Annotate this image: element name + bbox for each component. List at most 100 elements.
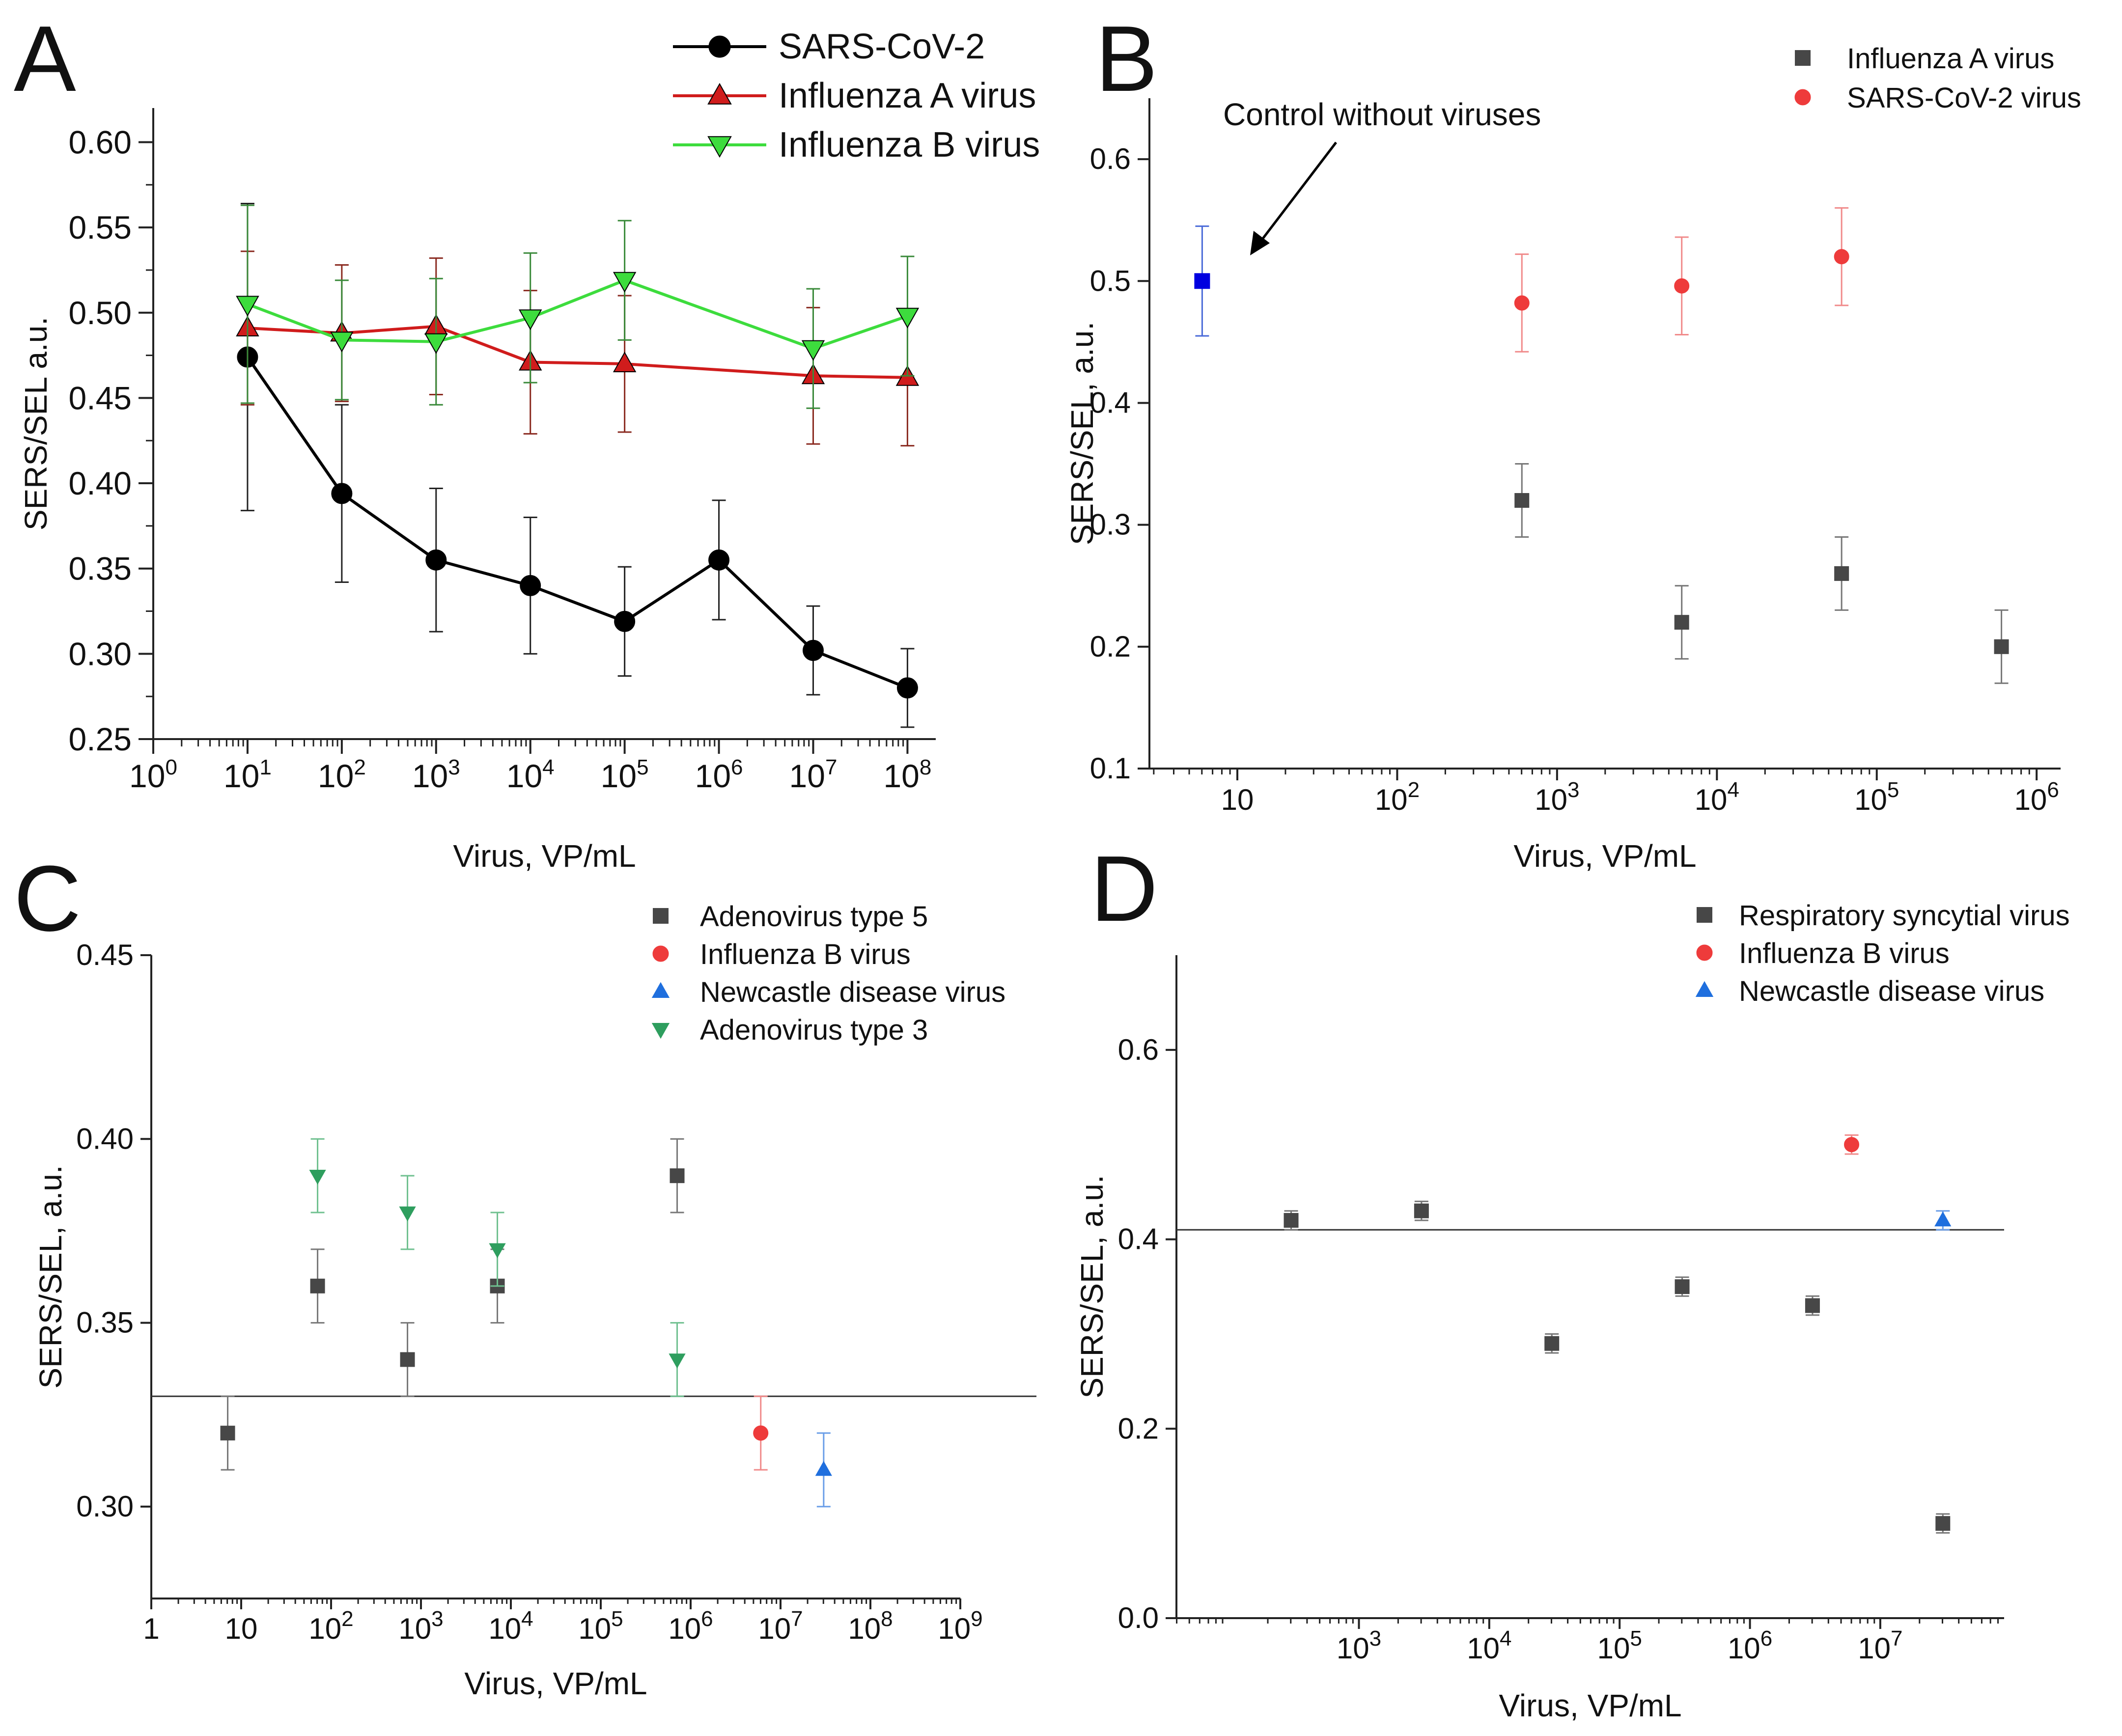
legend-item-newcastle-disease-virus-label: Newcastle disease virus (700, 976, 1005, 1008)
y-tick-label: 0.2 (1118, 1412, 1159, 1445)
legend-item-newcastle-disease-virus-label: Newcastle disease virus (1739, 975, 2044, 1007)
series-respiratory-syncytial-virus-point (1805, 1298, 1820, 1313)
y-tick-label: 0.4 (1118, 1223, 1159, 1256)
series-influenza-b-virus-point (330, 331, 354, 353)
legend-item-influenza-a-virus-label: Influenza A virus (779, 76, 1036, 115)
x-tick-label: 10 (225, 1612, 258, 1645)
x-tick-label: 104 (1467, 1626, 1511, 1665)
series-influenza-a-virus-point (1674, 615, 1689, 630)
x-tick-label: 105 (578, 1607, 623, 1645)
legend-item-influenza-b-virus-marker (1696, 944, 1713, 961)
x-axis-title: Virus, VP/mL (1513, 838, 1696, 874)
chart-panel-c: 0.30 0.35 0.40 0.45 1 10 102 103 104 105 106 107 108… (33, 901, 1036, 1701)
legend-item-newcastle-disease-virus-marker (1695, 981, 1714, 997)
series-influenza-b-virus-point (753, 1425, 769, 1441)
series-sars-cov-2-point (520, 575, 541, 596)
series-sars-cov-2-point (614, 610, 636, 632)
y-tick-label: 0.60 (69, 124, 132, 160)
series-adenovirus-type-5-point (310, 1278, 325, 1294)
legend-item-adenovirus-type-5-label: Adenovirus type 5 (700, 901, 928, 933)
series-respiratory-syncytial-virus-point (1544, 1336, 1560, 1351)
series-sars-cov-2-line (246, 356, 908, 689)
y-tick-label: 0.40 (69, 465, 132, 501)
series-influenza-b-virus-point (236, 296, 259, 317)
series-respiratory-syncytial-virus-point (1414, 1203, 1429, 1218)
y-tick-label: 0.0 (1118, 1601, 1159, 1634)
series-influenza-b-virus-point (518, 309, 542, 331)
series-sars-cov-2-virus-point (1674, 278, 1690, 294)
y-tick-label: 0.45 (76, 938, 134, 971)
legend-item-influenza-b-virus-label: Influenza B virus (1739, 937, 1950, 969)
series-sars-cov-2-point (896, 677, 918, 699)
x-tick-label: 103 (398, 1607, 443, 1645)
x-tick-label: 106 (2014, 778, 2059, 816)
series-influenza-a-virus-point (1514, 493, 1530, 508)
y-axis-title: SERS/SEL a.u. (18, 317, 54, 530)
y-tick-label: 0.2 (1090, 630, 1131, 663)
series-influenza-b-virus-point (895, 307, 920, 329)
series-adenovirus-type-3-point (399, 1206, 416, 1222)
legend-item-sars-cov-2-virus-label: SARS-CoV-2 virus (1847, 82, 2081, 114)
x-tick-label: 102 (308, 1607, 353, 1645)
panel-letter-b: B (1095, 7, 1158, 111)
x-tick-label: 106 (1728, 1626, 1772, 1665)
x-tick-label: 108 (883, 755, 931, 794)
panel-letter-a: A (14, 7, 76, 111)
y-tick-label: 0.1 (1090, 752, 1131, 785)
series-sars-cov-2-point (425, 549, 447, 571)
chart-panel-d: 0.0 0.2 0.4 0.6 103 104 105 106 107 Virus, VP/mL S… (1074, 900, 2070, 1723)
series-adenovirus-type-5-point (670, 1168, 685, 1184)
series-adenovirus-type-3-point (309, 1169, 326, 1185)
legend-item-influenza-a-virus-marker (707, 83, 732, 105)
y-tick-label: 0.55 (69, 209, 132, 246)
chart-panel-b: 0.1 0.2 0.3 0.4 0.5 0.6 10 102 103 104 105 106 Virus… (1064, 43, 2081, 874)
x-axis-title: Virus, VP/mL (464, 1666, 647, 1701)
y-tick-label: 0.4 (1090, 386, 1131, 419)
legend-item-respiratory-syncytial-virus-label: Respiratory syncytial virus (1739, 900, 2070, 932)
x-tick-label: 105 (1854, 778, 1899, 816)
series-influenza-b-virus-point (613, 272, 637, 293)
legend-item-sars-cov-2-marker (708, 35, 731, 58)
series-influenza-b-virus-point (801, 340, 825, 361)
x-tick-label: 109 (938, 1607, 982, 1645)
series-sars-cov-2-point (331, 483, 353, 504)
series-respiratory-syncytial-virus-point (1675, 1279, 1690, 1294)
legend-item-newcastle-disease-virus-marker (651, 982, 670, 998)
x-tick-label: 102 (1375, 778, 1420, 816)
y-tick-label: 0.35 (76, 1306, 134, 1339)
legend-item-influenza-b-virus-label: Influenza B virus (779, 125, 1040, 165)
series-influenza-a-virus-point (613, 351, 637, 372)
legend-item-influenza-b-virus-marker (652, 945, 669, 962)
legend-item-adenovirus-type-3-marker (651, 1023, 670, 1039)
x-tick-label: 107 (1858, 1626, 1902, 1665)
y-tick-label: 0.35 (69, 551, 132, 587)
y-tick-label: 0.30 (69, 635, 132, 672)
x-tick-label: 106 (695, 755, 743, 794)
legend-item-influenza-b-virus-marker (707, 136, 732, 158)
x-tick-label: 101 (223, 755, 272, 794)
x-tick-label: 107 (789, 755, 838, 794)
series-influenza-a-virus-point (1834, 566, 1849, 581)
x-tick-label: 108 (848, 1607, 893, 1645)
x-tick-label: 100 (129, 755, 177, 794)
y-tick-label: 0.3 (1090, 508, 1131, 541)
series-influenza-b-virus-point (424, 333, 448, 354)
y-tick-label: 0.40 (76, 1122, 134, 1155)
x-tick-label: 104 (1695, 778, 1739, 816)
panel-letter-c: C (14, 847, 81, 951)
series-adenovirus-type-5-point (400, 1352, 415, 1367)
legend-item-respiratory-syncytial-virus-marker (1697, 907, 1712, 923)
legend-item-adenovirus-type-5-marker (653, 908, 669, 924)
legend-item-influenza-a-virus-marker (1795, 50, 1811, 66)
x-tick-label: 1 (143, 1612, 159, 1645)
annotation-arrow-head (1250, 231, 1270, 255)
series-newcastle-disease-virus-point (815, 1460, 832, 1476)
y-axis-title: SERS/SEL, a.u. (1064, 322, 1100, 545)
chart-panel-a: 0.25 0.30 0.35 0.40 0.45 0.50 0.55 0.60 100 101 10… (18, 27, 1040, 874)
x-tick-label: 103 (1535, 778, 1579, 816)
control-point (1194, 273, 1210, 289)
series-respiratory-syncytial-virus-point (1284, 1213, 1299, 1228)
legend-item-adenovirus-type-3-label: Adenovirus type 3 (700, 1014, 928, 1046)
